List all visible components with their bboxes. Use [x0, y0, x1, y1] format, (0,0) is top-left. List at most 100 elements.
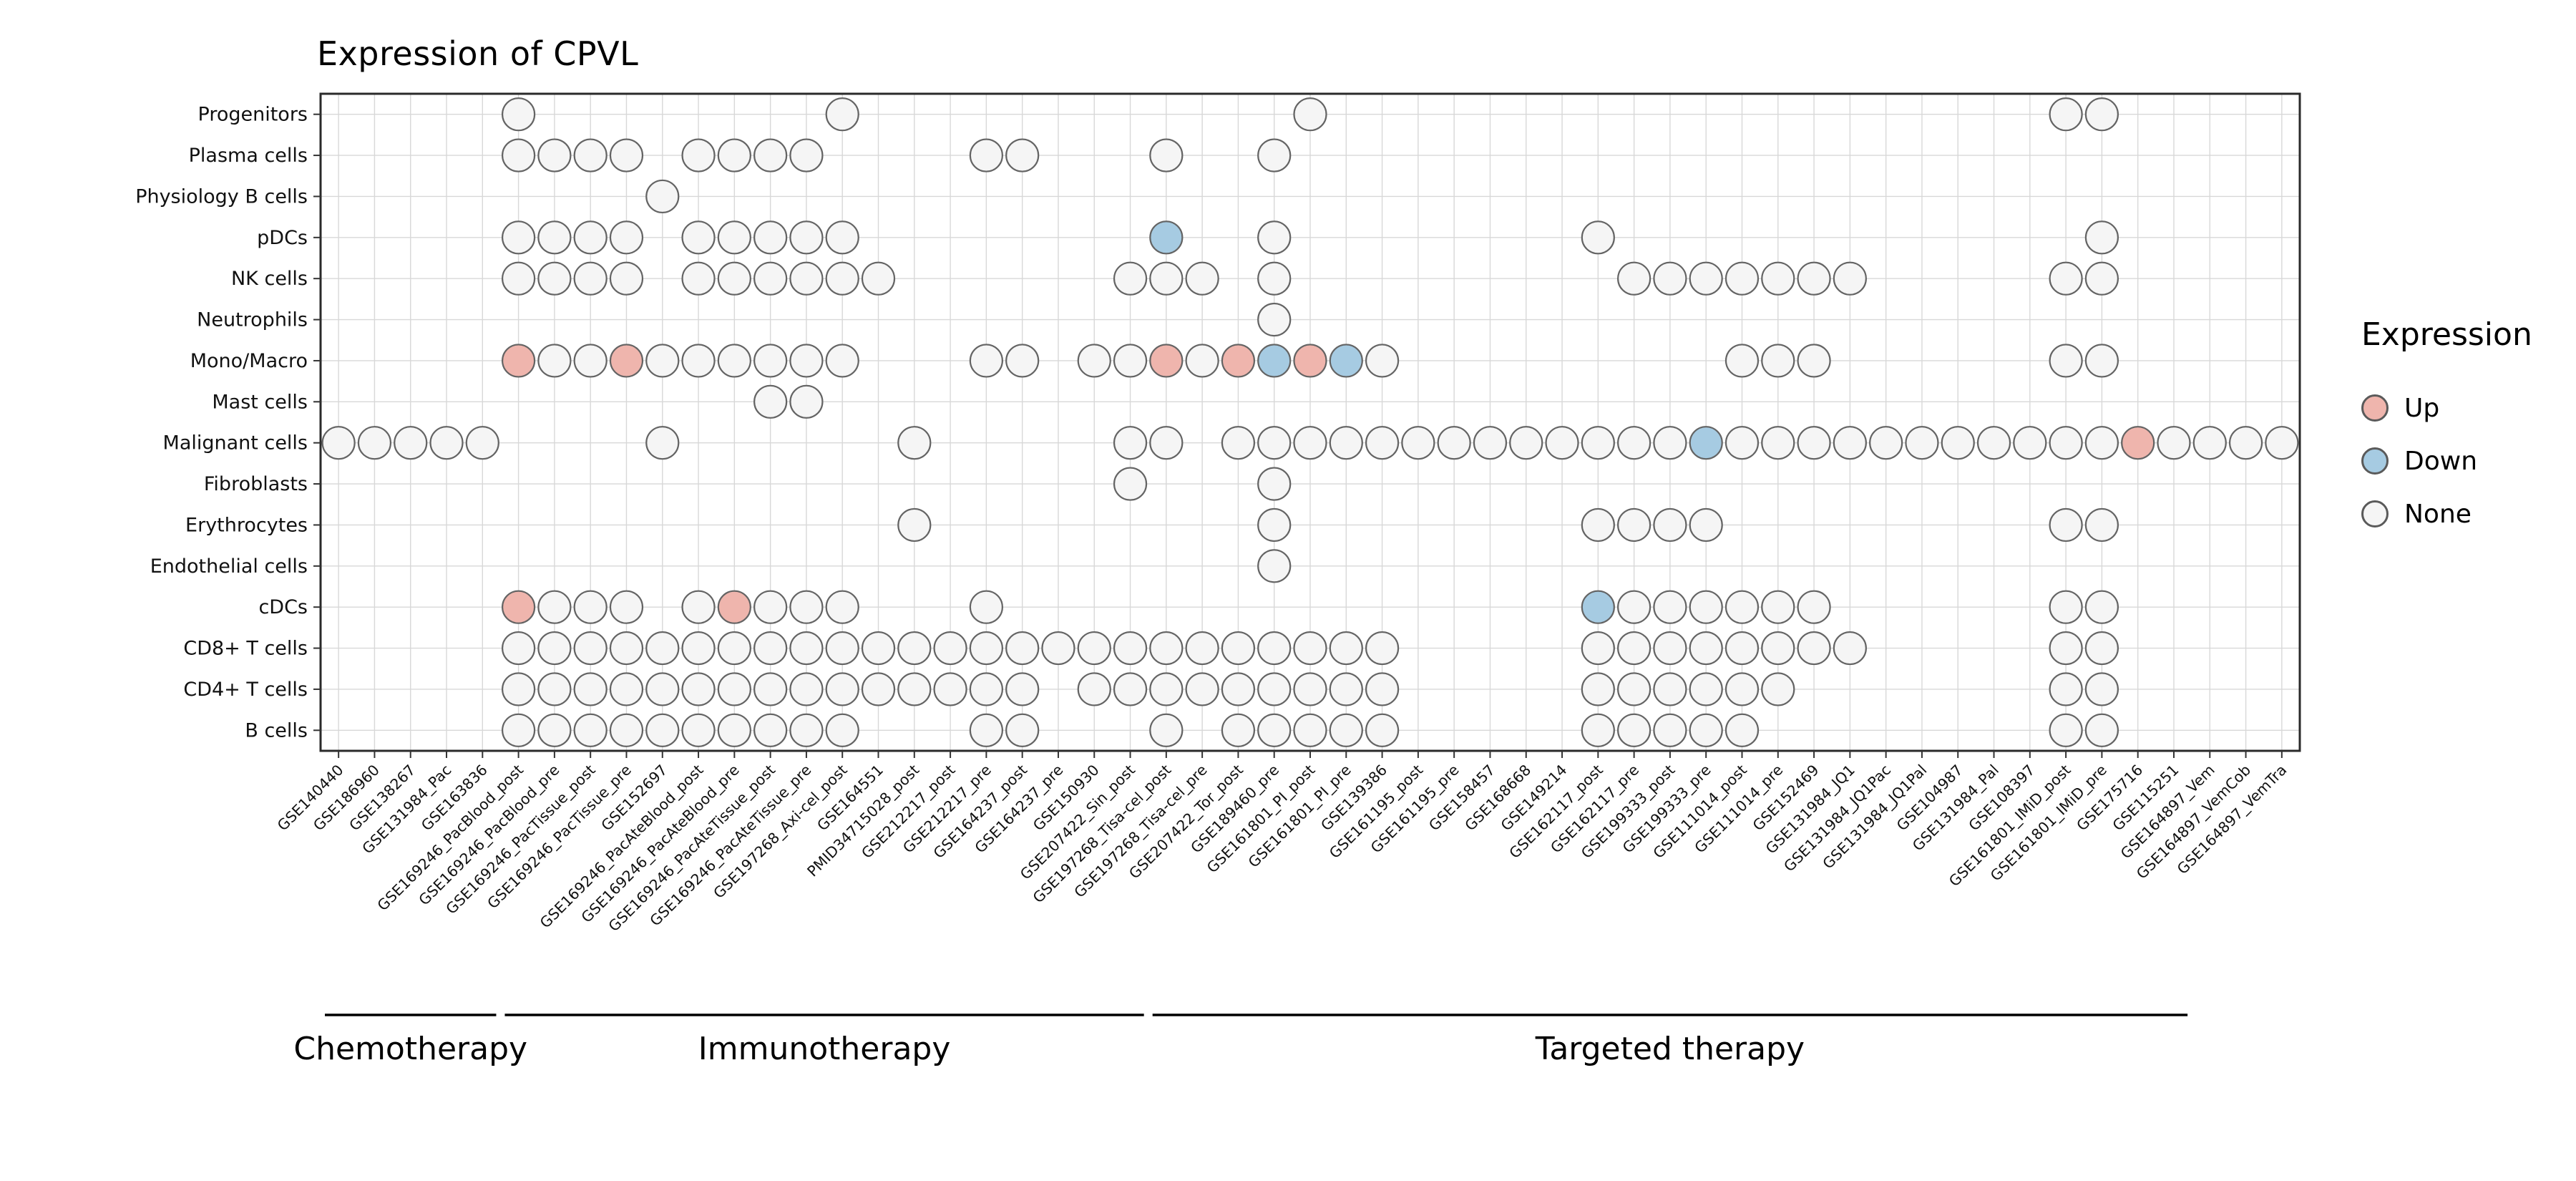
group-label: Targeted therapy [1535, 1031, 1805, 1067]
expression-dot-none [1653, 631, 1687, 666]
y-axis-label: Endothelial cells [150, 555, 308, 578]
expression-dot-none [1257, 138, 1292, 172]
legend-title: Expression [2361, 316, 2532, 353]
expression-dot-none [1221, 672, 1256, 706]
expression-dot-none [1257, 302, 1292, 337]
expression-dot-none [681, 220, 716, 255]
expression-dot-none [681, 590, 716, 624]
expression-dot-none [2192, 426, 2227, 460]
expression-dot-none [2084, 261, 2119, 296]
expression-dot-none [2049, 97, 2083, 132]
expression-dot-none [861, 261, 896, 296]
expression-dot-none [645, 672, 680, 706]
expression-dot-none [2049, 261, 2083, 296]
expression-dot-none [537, 631, 572, 666]
expression-dot-none [1185, 344, 1219, 378]
expression-dot-none [681, 713, 716, 747]
expression-dot-none [1689, 590, 1723, 624]
expression-dot-none [1545, 426, 1579, 460]
expression-dot-none [1113, 467, 1148, 501]
expression-dot-none [1761, 631, 1795, 666]
expression-dot-none [465, 426, 499, 460]
expression-dot-none [897, 507, 932, 543]
expression-dot-none [645, 179, 680, 214]
legend-dot-up-icon [2361, 394, 2389, 422]
expression-dot-none [1797, 261, 1831, 296]
expression-dot-none [717, 138, 751, 172]
expression-dot-none [1257, 549, 1292, 583]
expression-dot-up [501, 590, 536, 624]
expression-dot-none [537, 138, 572, 172]
expression-dot-none [825, 631, 859, 666]
expression-dot-none [1077, 631, 1111, 666]
expression-dot-none [1617, 590, 1652, 624]
expression-dot-none [1797, 590, 1831, 624]
expression-dot-none [825, 713, 859, 747]
expression-dot-none [573, 672, 608, 706]
expression-dot-none [2084, 344, 2119, 378]
expression-dot-none [2157, 426, 2191, 460]
expression-dot-none [1221, 426, 1256, 460]
expression-dot-none [2084, 507, 2119, 543]
expression-dot-none [501, 138, 536, 172]
y-axis-label: Progenitors [198, 104, 308, 126]
expression-dot-none [501, 220, 536, 255]
expression-dot-up [1221, 344, 1256, 378]
expression-dot-none [969, 590, 1003, 624]
expression-dot-none [1041, 631, 1075, 666]
expression-dot-none [1689, 631, 1723, 666]
expression-dot-none [1293, 426, 1327, 460]
expression-dot-none [645, 631, 680, 666]
expression-dot-none [1149, 261, 1184, 296]
expression-dot-none [753, 713, 788, 747]
expression-dot-none [1257, 507, 1292, 543]
expression-dot-none [1617, 507, 1652, 543]
expression-dot-none [1257, 467, 1292, 501]
expression-dot-none [501, 97, 536, 132]
expression-dot-none [717, 261, 751, 296]
expression-dot-none [609, 590, 644, 624]
expression-dot-none [2049, 631, 2083, 666]
expression-dot-none [1905, 426, 1939, 460]
y-axis-label: Malignant cells [163, 432, 308, 455]
expression-dot-none [717, 344, 751, 378]
expression-dot-none [1724, 590, 1760, 624]
legend-item-label: Up [2404, 393, 2440, 423]
expression-dot-up [2121, 426, 2155, 460]
expression-dot-none [789, 261, 824, 296]
expression-dot-none [1833, 261, 1867, 296]
expression-dot-none [717, 672, 751, 706]
expression-dot-none [1724, 672, 1760, 706]
expression-dot-none [1797, 426, 1831, 460]
expression-dot-none [1653, 261, 1687, 296]
expression-dot-none [969, 631, 1003, 666]
legend-dot-down-icon [2361, 447, 2389, 475]
expression-dot-none [753, 138, 788, 172]
expression-dot-none [897, 631, 932, 666]
expression-dot-none [537, 220, 572, 255]
expression-dot-none [1113, 261, 1148, 296]
expression-dot-none [969, 138, 1003, 172]
expression-dot-none [1257, 672, 1292, 706]
expression-dot-none [753, 384, 788, 419]
expression-dot-none [1617, 672, 1652, 706]
expression-dot-none [1113, 426, 1148, 460]
expression-dot-up [717, 590, 751, 624]
expression-dot-none [1113, 672, 1148, 706]
expression-dot-none [1005, 138, 1040, 172]
expression-dot-none [789, 631, 824, 666]
expression-dot-none [1293, 713, 1327, 747]
expression-dot-none [1689, 672, 1723, 706]
y-axis-label: Fibroblasts [204, 473, 308, 495]
expression-dot-none [1761, 426, 1795, 460]
group-label: Immunotherapy [698, 1031, 951, 1067]
expression-dot-none [1761, 261, 1795, 296]
expression-dot-none [717, 631, 751, 666]
expression-dot-none [897, 426, 932, 460]
expression-dot-up [609, 344, 644, 378]
expression-dot-none [573, 590, 608, 624]
expression-dot-none [1221, 631, 1256, 666]
expression-dot-none [1761, 344, 1795, 378]
expression-dot-none [717, 713, 751, 747]
expression-dot-none [1365, 672, 1400, 706]
